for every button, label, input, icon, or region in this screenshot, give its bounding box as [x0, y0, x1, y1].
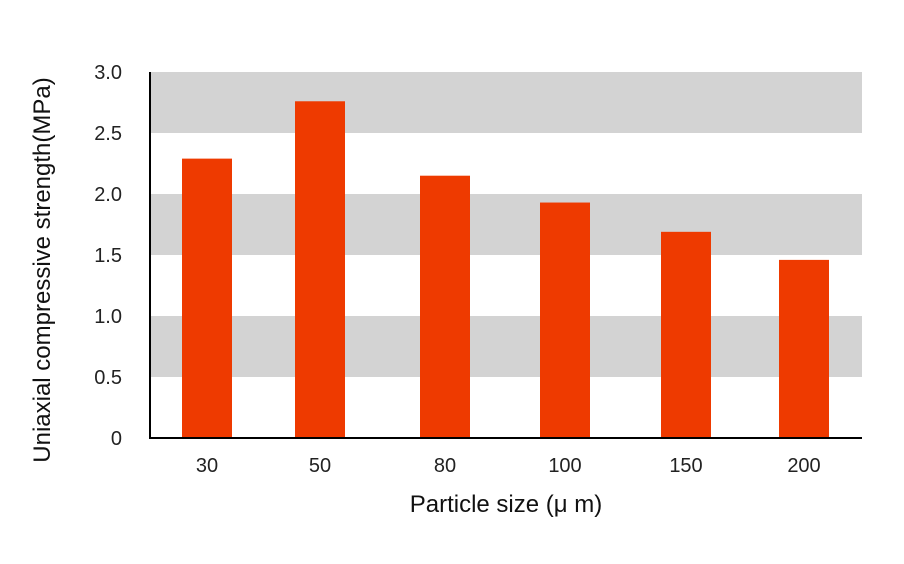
- bar: [295, 101, 345, 438]
- x-axis-label: Particle size (μ m): [410, 491, 603, 518]
- bar: [540, 202, 590, 438]
- grid-band: [150, 194, 862, 255]
- bar: [661, 231, 711, 438]
- y-axis-label: Uniaxial compressive strength(MPa): [29, 77, 56, 462]
- x-tick-label: 150: [669, 455, 702, 477]
- grid-band: [150, 72, 862, 133]
- y-tick-label: 2.5: [94, 123, 122, 145]
- bars: [182, 101, 829, 438]
- background-bands: [150, 72, 862, 377]
- x-tick-label: 30: [196, 455, 218, 477]
- y-tick-label: 1.5: [94, 245, 122, 267]
- y-tick-label: 2.0: [94, 184, 122, 206]
- y-tick-label: 0: [111, 428, 122, 450]
- x-tick-label: 200: [787, 455, 820, 477]
- x-tick-labels: 30 50 80 100 150 200: [196, 455, 821, 477]
- y-tick-label: 0.5: [94, 367, 122, 389]
- x-tick-label: 80: [434, 455, 456, 477]
- x-tick-label: 50: [309, 455, 331, 477]
- y-tick-label: 3.0: [94, 62, 122, 84]
- bar: [779, 259, 829, 438]
- y-tick-label: 1.0: [94, 306, 122, 328]
- y-tick-labels: 0 0.5 1.0 1.5 2.0 2.5 3.0: [94, 62, 122, 450]
- bar: [182, 158, 232, 438]
- x-tick-label: 100: [548, 455, 581, 477]
- bar: [420, 175, 470, 438]
- grid-band: [150, 316, 862, 377]
